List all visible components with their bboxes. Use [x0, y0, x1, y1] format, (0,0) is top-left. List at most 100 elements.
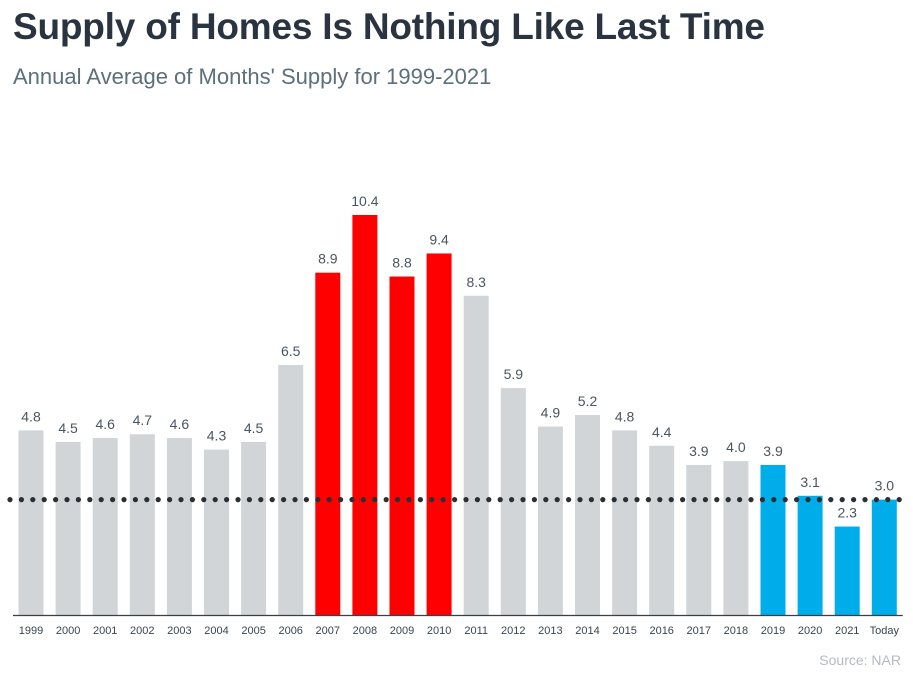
reference-line-dot: [577, 497, 583, 503]
bar-2005: [241, 441, 267, 615]
reference-line-dot: [338, 497, 344, 503]
reference-line-dot: [372, 497, 378, 503]
reference-line-dot: [132, 497, 138, 503]
reference-line-dot: [189, 497, 195, 503]
source-note: Source: NAR: [819, 652, 901, 668]
reference-line-dot: [155, 497, 161, 503]
x-tick-label-2000: 2000: [56, 625, 80, 637]
x-tick-label-2015: 2015: [612, 625, 636, 637]
x-tick-label-2020: 2020: [798, 625, 822, 637]
reference-line-dot: [839, 497, 845, 503]
bar-2014: [575, 415, 600, 615]
reference-line-dot: [292, 497, 298, 503]
reference-line-dot: [520, 497, 526, 503]
reference-line-dot: [246, 497, 252, 503]
reference-line-dot: [269, 497, 275, 503]
reference-line-dot: [851, 497, 857, 503]
reference-line-dot: [417, 497, 423, 503]
bar-value-label-2011: 8.3: [466, 274, 486, 290]
x-tick-label-Today: Today: [870, 625, 900, 637]
reference-line-dot: [896, 497, 902, 503]
bar-value-label-2013: 4.9: [541, 405, 561, 421]
reference-line-dot: [224, 497, 230, 503]
reference-line-dot: [98, 497, 104, 503]
bar-2011: [463, 295, 489, 615]
bar-2016: [649, 445, 675, 615]
reference-line-dot: [600, 497, 606, 503]
reference-line-dot: [611, 497, 617, 503]
reference-line-dot: [258, 497, 264, 503]
reference-line-dot: [474, 497, 480, 503]
bar-2001: [92, 438, 118, 615]
x-tick-label-2010: 2010: [427, 625, 451, 637]
bar-value-label-2012: 5.9: [504, 366, 524, 382]
reference-line-dot: [75, 497, 81, 503]
reference-line-dot: [634, 497, 640, 503]
reference-line-dot: [737, 497, 743, 503]
bar-value-label-Today: 3.0: [875, 478, 895, 494]
x-tick-label-2008: 2008: [353, 625, 377, 637]
reference-line-dot: [429, 497, 435, 503]
reference-line-dot: [691, 497, 697, 503]
bar-value-label-2002: 4.7: [133, 412, 153, 428]
bar-1999: [18, 430, 44, 615]
reference-line-dot: [759, 497, 766, 503]
x-tick-label-2017: 2017: [687, 625, 711, 637]
reference-line-dot: [452, 497, 458, 503]
reference-line-dot: [623, 497, 629, 503]
reference-line-dot: [144, 497, 150, 503]
reference-line-dot: [588, 497, 595, 503]
reference-line-dot: [748, 497, 754, 503]
bar-value-label-2004: 4.3: [207, 428, 227, 444]
reference-line-dot: [645, 497, 652, 503]
bar-Today: [871, 499, 897, 615]
x-tick-label-2001: 2001: [93, 625, 117, 637]
reference-line-dot: [110, 497, 116, 503]
bar-value-label-2001: 4.6: [95, 416, 115, 432]
bar-value-label-2016: 4.4: [652, 424, 672, 440]
x-tick-label-2009: 2009: [390, 625, 414, 637]
reference-line-dot: [873, 497, 880, 503]
chart-subtitle: Annual Average of Months' Supply for 199…: [13, 64, 492, 89]
reference-line-dot: [805, 497, 811, 503]
reference-line-dot: [714, 497, 720, 503]
bar-2009: [389, 276, 415, 615]
x-tick-label-2002: 2002: [130, 625, 154, 637]
reference-line-dot: [816, 497, 823, 503]
bar-value-label-2020: 3.1: [800, 474, 820, 490]
bar-2021: [834, 526, 860, 615]
reference-line-dot: [406, 497, 412, 503]
reference-line-dot: [509, 497, 515, 503]
x-tick-labels-group: 1999 2000 2001 2002 2003 2004 2005 2006 2007 2008…: [19, 625, 900, 637]
x-tick-label-2019: 2019: [761, 625, 785, 637]
x-tick-label-2012: 2012: [501, 625, 525, 637]
reference-line-dot: [235, 497, 241, 503]
reference-line-dot: [383, 497, 389, 503]
reference-line-dot: [201, 497, 207, 503]
x-tick-label-2004: 2004: [204, 625, 228, 637]
bar-2019: [760, 465, 786, 615]
reference-line-dot: [463, 497, 469, 503]
x-tick-label-2021: 2021: [835, 625, 859, 637]
bar-value-label-2008: 10.4: [351, 193, 378, 209]
bar-value-label-1999: 4.8: [21, 408, 41, 424]
reference-line-dot: [7, 497, 13, 503]
bar-2002: [129, 434, 155, 615]
x-tick-label-1999: 1999: [19, 625, 43, 637]
reference-line-dot: [315, 497, 321, 503]
bar-2013: [537, 426, 563, 615]
bar-value-label-2021: 2.3: [837, 505, 857, 521]
bar-value-label-2009: 8.8: [392, 255, 412, 271]
bar-value-label-2003: 4.6: [170, 416, 190, 432]
reference-line-dot: [349, 497, 355, 503]
reference-line-dot: [885, 497, 891, 503]
bar-value-label-2018: 4.0: [726, 439, 746, 455]
reference-line-dot: [566, 497, 572, 503]
x-tick-label-2007: 2007: [316, 625, 340, 637]
reference-line-dot: [657, 497, 663, 503]
reference-line-dot: [178, 497, 184, 503]
reference-line-dot: [303, 497, 309, 503]
x-tick-label-2014: 2014: [575, 625, 599, 637]
x-tick-label-2005: 2005: [241, 625, 265, 637]
chart-title: Supply of Homes Is Nothing Like Last Tim…: [13, 6, 765, 47]
